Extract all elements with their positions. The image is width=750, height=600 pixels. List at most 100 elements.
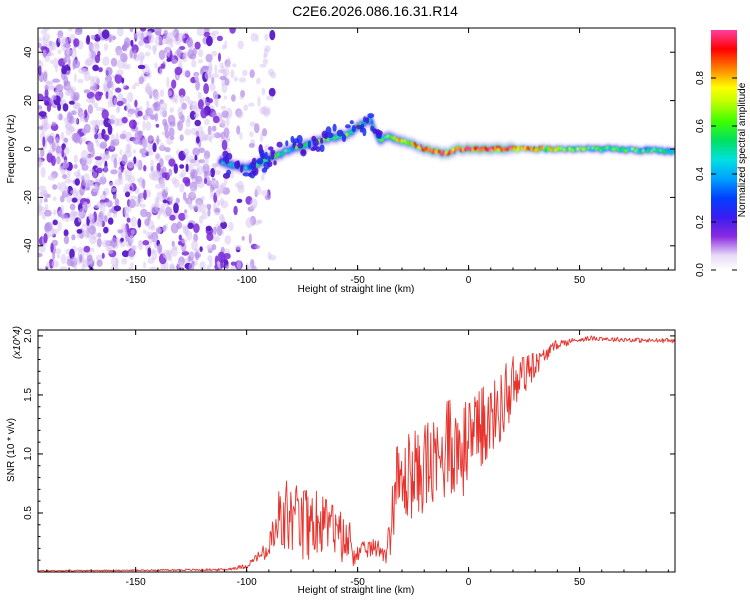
noise-blob bbox=[93, 102, 99, 109]
noise-blob bbox=[174, 66, 183, 76]
noise-blob bbox=[97, 91, 104, 96]
noise-blob bbox=[203, 31, 211, 37]
noise-blob bbox=[142, 139, 149, 149]
noise-blob bbox=[195, 80, 201, 91]
noise-blob bbox=[151, 44, 158, 52]
noise-blob bbox=[54, 89, 60, 96]
noise-blob bbox=[103, 165, 108, 174]
x-tick-label: -100 bbox=[237, 577, 257, 588]
noise-blob bbox=[83, 173, 90, 184]
noise-blob bbox=[259, 63, 267, 68]
snr-background bbox=[38, 330, 675, 572]
ridge-cluster bbox=[360, 123, 365, 130]
noise-blob bbox=[185, 163, 189, 173]
ridge-core-blob bbox=[451, 147, 455, 152]
noise-blob bbox=[122, 186, 128, 194]
noise-blob bbox=[82, 201, 89, 212]
noise-blob bbox=[38, 42, 42, 49]
noise-blob bbox=[213, 226, 217, 236]
noise-blob bbox=[117, 28, 124, 37]
noise-blob bbox=[57, 49, 62, 55]
noise-blob bbox=[192, 205, 199, 211]
noise-blob bbox=[111, 35, 117, 41]
noise-blob bbox=[124, 169, 132, 177]
noise-blob bbox=[154, 35, 163, 47]
noise-blob bbox=[107, 247, 114, 254]
noise-blob bbox=[156, 135, 160, 145]
ridge-core-blob bbox=[453, 150, 456, 154]
noise-blob bbox=[101, 109, 109, 120]
noise-blob bbox=[138, 40, 144, 47]
noise-blob bbox=[182, 177, 191, 184]
noise-blob bbox=[217, 199, 221, 207]
noise-blob bbox=[63, 57, 68, 64]
noise-blob bbox=[117, 166, 122, 174]
noise-blob bbox=[71, 234, 76, 241]
ridge-cluster bbox=[362, 127, 367, 137]
noise-blob bbox=[269, 254, 277, 261]
noise-blob bbox=[193, 233, 199, 242]
noise-blob bbox=[214, 64, 218, 74]
noise-blob bbox=[176, 47, 182, 57]
noise-blob bbox=[158, 49, 166, 60]
noise-blob bbox=[165, 206, 173, 217]
noise-blob bbox=[78, 216, 82, 223]
noise-blob bbox=[92, 64, 99, 72]
noise-blob bbox=[207, 125, 212, 136]
noise-blob bbox=[64, 185, 69, 195]
noise-blob bbox=[60, 131, 65, 141]
x-tick-label: 50 bbox=[574, 275, 586, 286]
noise-blob bbox=[194, 41, 201, 50]
noise-blob bbox=[209, 188, 214, 199]
noise-blob bbox=[119, 149, 123, 156]
ridge-cluster bbox=[285, 140, 289, 147]
noise-blob bbox=[248, 102, 255, 107]
noise-blob bbox=[73, 73, 77, 83]
noise-blob bbox=[82, 259, 90, 268]
ridge-cluster bbox=[365, 117, 370, 124]
noise-blob bbox=[42, 96, 51, 103]
noise-blob bbox=[46, 135, 55, 143]
noise-blob bbox=[215, 97, 219, 108]
noise-blob bbox=[220, 246, 225, 254]
noise-blob bbox=[62, 103, 69, 112]
y-tick-label: 1.0 bbox=[23, 447, 34, 461]
noise-blob bbox=[142, 32, 149, 37]
noise-blob bbox=[102, 202, 110, 207]
noise-blob bbox=[128, 249, 135, 260]
noise-blob bbox=[227, 57, 231, 68]
ridge-core-blob bbox=[370, 120, 374, 124]
noise-blob bbox=[177, 106, 184, 117]
noise-blob bbox=[94, 54, 101, 64]
noise-blob bbox=[107, 211, 112, 217]
noise-blob bbox=[67, 28, 73, 32]
noise-blob bbox=[42, 33, 51, 41]
noise-blob bbox=[123, 41, 129, 48]
noise-blob bbox=[95, 159, 103, 167]
colorbar-tick-label: 0.2 bbox=[695, 215, 706, 229]
noise-blob bbox=[238, 77, 247, 83]
noise-blob bbox=[150, 114, 156, 120]
noise-blob bbox=[48, 41, 57, 46]
noise-blob bbox=[44, 222, 53, 232]
noise-blob bbox=[94, 41, 100, 49]
noise-blob bbox=[212, 235, 220, 242]
noise-blob bbox=[132, 149, 136, 154]
ridge-core-blob bbox=[369, 117, 372, 121]
noise-blob bbox=[59, 99, 64, 106]
noise-blob bbox=[200, 196, 205, 201]
noise-blob bbox=[59, 195, 65, 203]
ridge-cluster bbox=[292, 142, 296, 149]
noise-blob bbox=[216, 225, 223, 236]
noise-blob bbox=[52, 219, 58, 226]
noise-blob bbox=[84, 118, 89, 123]
noise-blob bbox=[206, 204, 212, 210]
noise-blob bbox=[249, 121, 256, 127]
noise-blob bbox=[90, 50, 97, 61]
noise-blob bbox=[47, 51, 54, 57]
noise-blob bbox=[224, 177, 228, 186]
noise-blob bbox=[169, 214, 176, 221]
noise-blob bbox=[208, 98, 213, 104]
snr-x-label: Height of straight line (km) bbox=[298, 585, 415, 596]
noise-blob bbox=[197, 99, 204, 110]
